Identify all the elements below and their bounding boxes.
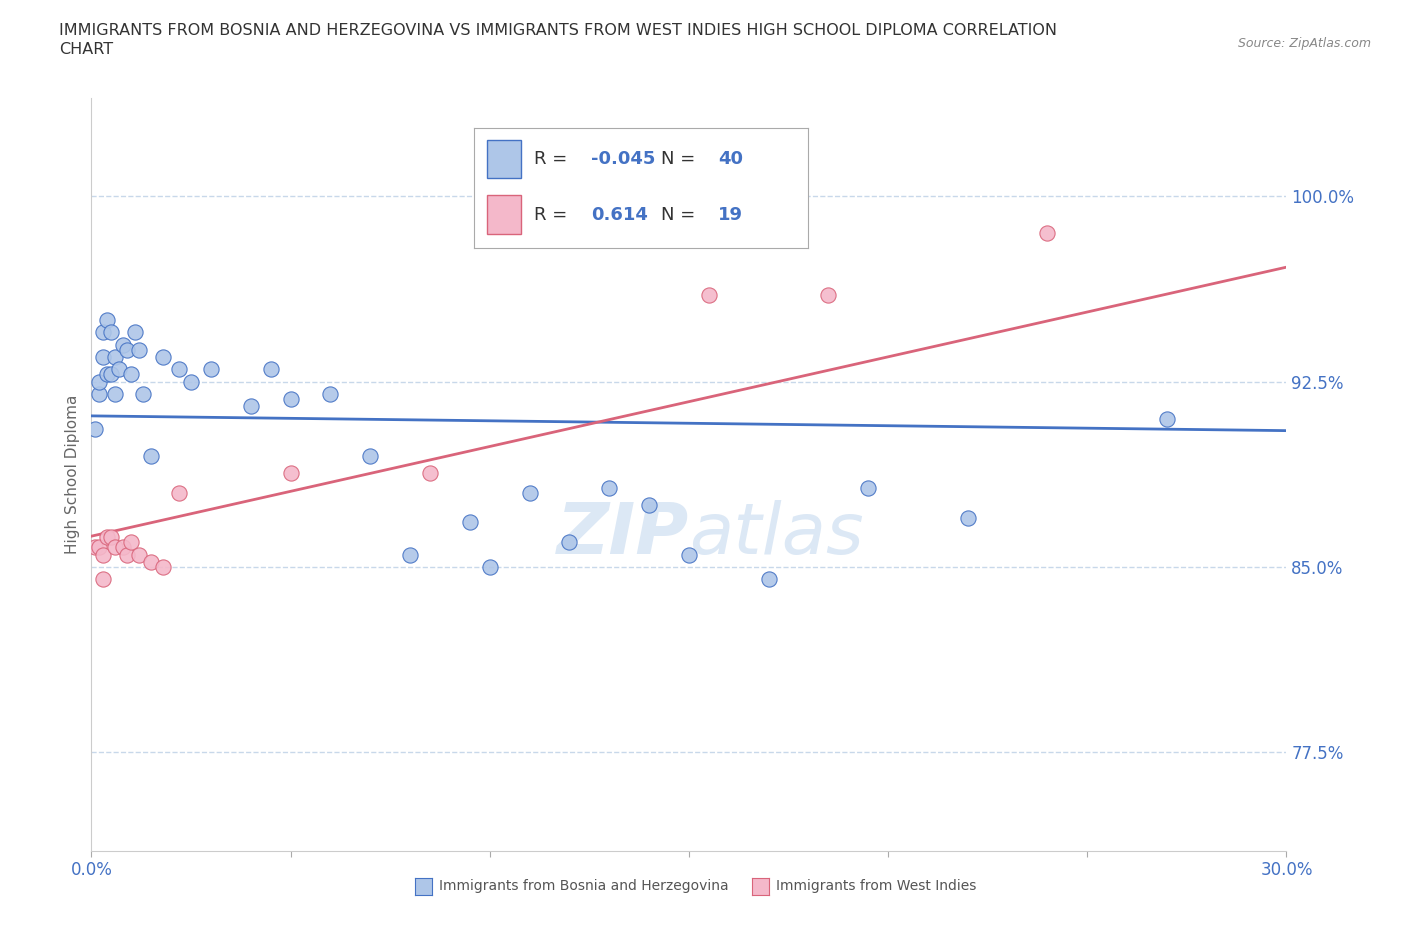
Point: [359, 448, 381, 463]
Point: [419, 466, 441, 481]
Point: [1156, 411, 1178, 426]
Point: [89, 387, 111, 402]
Y-axis label: High School Diploma: High School Diploma: [65, 394, 80, 554]
Point: [319, 387, 342, 402]
Point: [128, 547, 150, 562]
Point: [93, 547, 115, 562]
Point: [167, 362, 190, 377]
Point: [100, 530, 122, 545]
Point: [100, 325, 122, 339]
Point: [152, 350, 174, 365]
Point: [84, 421, 107, 436]
Point: [104, 387, 127, 402]
Point: [956, 510, 979, 525]
Point: [1036, 226, 1059, 241]
Point: [180, 374, 202, 389]
Point: [115, 342, 138, 357]
Point: [96, 366, 118, 381]
Point: [120, 535, 142, 550]
Point: [93, 572, 115, 587]
Text: atlas: atlas: [689, 500, 863, 569]
Point: [115, 547, 138, 562]
Point: [239, 399, 262, 414]
Point: [638, 498, 661, 512]
Point: [399, 547, 422, 562]
Point: [167, 485, 190, 500]
Point: [100, 366, 122, 381]
Point: [697, 287, 720, 302]
Point: [89, 374, 111, 389]
Point: [141, 554, 162, 569]
Point: [96, 312, 118, 327]
Point: [817, 287, 839, 302]
Point: [104, 350, 127, 365]
Point: [128, 342, 150, 357]
Point: [519, 485, 541, 500]
Point: [132, 387, 155, 402]
Point: [120, 366, 142, 381]
Point: [93, 350, 115, 365]
Point: [478, 560, 501, 575]
Point: [112, 539, 135, 554]
Point: [758, 572, 780, 587]
Point: [259, 362, 281, 377]
Point: [856, 481, 880, 496]
Point: [598, 481, 620, 496]
Point: [108, 362, 131, 377]
Point: [458, 515, 481, 530]
Point: [104, 539, 127, 554]
Point: [280, 392, 302, 406]
Point: [558, 535, 581, 550]
Point: [89, 539, 111, 554]
Point: [84, 539, 107, 554]
Text: CHART: CHART: [59, 42, 112, 57]
Text: Immigrants from Bosnia and Herzegovina: Immigrants from Bosnia and Herzegovina: [439, 879, 728, 894]
Text: ZIP: ZIP: [557, 500, 689, 569]
Text: IMMIGRANTS FROM BOSNIA AND HERZEGOVINA VS IMMIGRANTS FROM WEST INDIES HIGH SCHOO: IMMIGRANTS FROM BOSNIA AND HERZEGOVINA V…: [59, 23, 1057, 38]
Point: [112, 338, 135, 352]
Point: [124, 325, 146, 339]
Point: [280, 466, 302, 481]
Text: Immigrants from West Indies: Immigrants from West Indies: [776, 879, 977, 894]
Text: Source: ZipAtlas.com: Source: ZipAtlas.com: [1237, 37, 1371, 50]
Point: [200, 362, 222, 377]
Point: [96, 530, 118, 545]
Point: [93, 325, 115, 339]
Point: [678, 547, 700, 562]
Point: [152, 560, 174, 575]
Point: [141, 448, 162, 463]
